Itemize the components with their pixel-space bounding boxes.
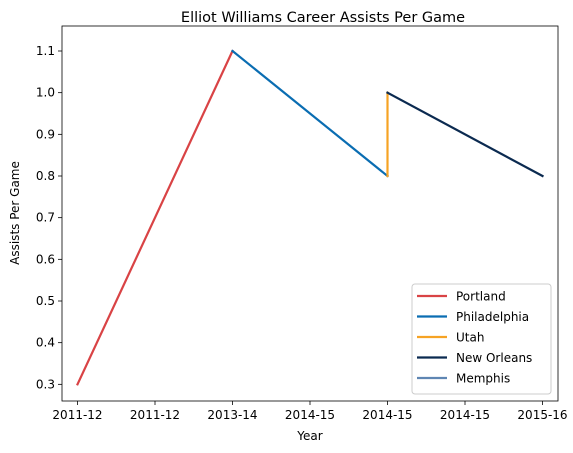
x-axis: 2011-12 2011-12 2013-14 2014-15 2014-15 2014-… [52,401,568,422]
legend-label: Portland [456,290,506,304]
series-line-philadelphia [230,49,390,178]
x-axis-label: Year [296,429,322,443]
y-tick-label: 0.8 [36,169,55,183]
x-tick-label: 2014-15 [362,408,412,422]
legend-label: New Orleans [456,351,532,365]
x-tick-label: 2014-15 [440,408,490,422]
y-tick-label: 1.0 [36,86,55,100]
y-tick-label: 1.1 [36,44,55,58]
x-tick-label: 2013-14 [207,408,257,422]
y-tick-label: 0.4 [36,336,55,350]
y-tick-label: 0.6 [36,252,55,266]
y-axis: 0.3 0.4 0.5 0.6 0.7 0.8 0.9 1.0 1.1 [36,44,62,391]
y-tick-label: 0.9 [36,127,55,141]
legend: Portland Philadelphia Utah New Orleans Memph… [411,283,552,395]
y-tick-label: 0.5 [36,294,55,308]
y-axis-label: Assists Per Game [8,161,22,265]
series-line-new-orleans [386,91,544,178]
legend-label: Memphis [456,372,510,386]
y-tick-label: 0.7 [36,211,55,225]
x-tick-label: 2011-12 [52,408,102,422]
series-line-portland [76,49,234,386]
chart-title: Elliot Williams Career Assists Per Game [181,10,465,26]
x-tick-label: 2014-15 [285,408,335,422]
series-layer [76,49,544,386]
legend-label: Philadelphia [456,310,529,324]
x-tick-label: 2015-16 [517,408,567,422]
x-tick-label: 2011-12 [130,408,180,422]
legend-label: Utah [456,331,484,345]
y-tick-label: 0.3 [36,377,55,391]
legend-box [411,283,552,395]
